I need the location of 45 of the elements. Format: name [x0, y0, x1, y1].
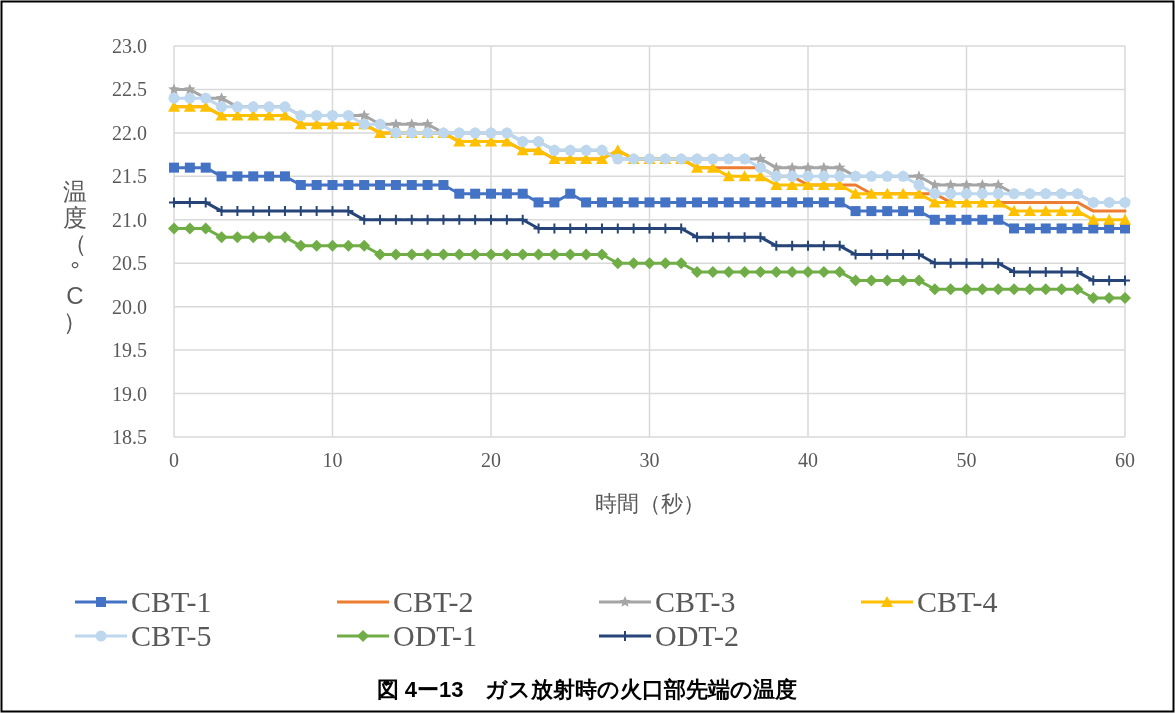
legend-label: ODT-2	[655, 619, 739, 652]
point	[786, 161, 798, 173]
text: 図 4ー13 ガス放射時の火口部先端の温度	[376, 677, 798, 702]
point	[960, 179, 973, 190]
x-tick-label: 30	[639, 449, 660, 471]
x-tick-label: 0	[169, 449, 179, 471]
point	[421, 118, 434, 130]
y-tick-label: 23.0	[112, 35, 147, 57]
point	[358, 109, 370, 121]
x-tick-label: 50	[956, 449, 977, 471]
y-tick-label: 18.5	[112, 426, 147, 448]
x-tick-label: 10	[322, 449, 343, 471]
point	[944, 179, 957, 190]
legend-label: CBT-4	[917, 585, 998, 618]
point	[976, 179, 989, 190]
x-tick-label: 40	[798, 449, 818, 471]
point	[770, 161, 783, 173]
legend-label: CBT-3	[655, 585, 736, 618]
point	[913, 170, 925, 182]
ylabel: 温度（°C）	[63, 178, 87, 335]
point	[215, 92, 228, 103]
point	[992, 179, 1004, 190]
point	[929, 179, 941, 190]
point	[184, 83, 196, 95]
point	[754, 152, 767, 164]
y-tick-label: 22.5	[112, 78, 147, 101]
y-tick-label: 20.5	[112, 252, 147, 275]
point	[833, 161, 846, 173]
y-tick-label: 21.0	[112, 208, 147, 231]
y-tick-label: 19.5	[112, 339, 147, 362]
point	[390, 118, 402, 130]
x-axis-title: 時間（秒）	[594, 491, 705, 516]
point	[406, 118, 418, 130]
x-tick-label: 20	[481, 449, 501, 471]
point	[818, 161, 830, 173]
y-tick-label: 22.0	[112, 121, 147, 144]
legend-label: CBT-2	[393, 585, 474, 618]
y-tick-label: 19.0	[112, 382, 147, 405]
y-tick-label: 20.0	[112, 295, 147, 318]
legend-label: ODT-1	[393, 619, 477, 652]
x-tick-label: 60	[1115, 449, 1135, 471]
point	[168, 83, 180, 95]
legend-label: CBT-5	[131, 619, 212, 652]
y-tick-label: 21.5	[112, 165, 147, 188]
legend-label: CBT-1	[131, 585, 212, 618]
